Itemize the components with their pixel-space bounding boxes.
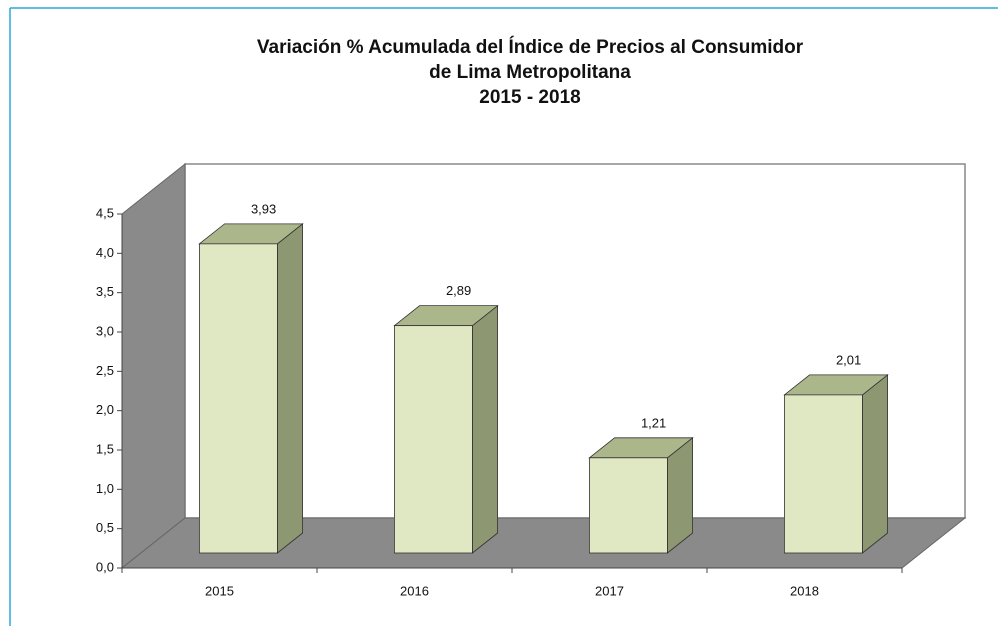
- bar-side: [862, 374, 888, 554]
- y-tick-label: 4,0: [96, 245, 114, 260]
- x-tick-label: 2015: [205, 583, 234, 598]
- bar-side: [276, 223, 304, 554]
- y-tick-label: 2,0: [96, 402, 114, 417]
- y-tick-label: 4,5: [96, 205, 114, 220]
- bar: [198, 243, 278, 554]
- x-tick-label: 2017: [595, 583, 624, 598]
- y-tick-label: 2,5: [96, 363, 114, 378]
- chart-title: 2015 - 2018: [479, 87, 580, 108]
- y-tick-label: 1,5: [96, 441, 114, 456]
- bar-side: [471, 304, 499, 554]
- y-tick-label: 0,5: [96, 520, 114, 535]
- x-tick-label: 2016: [400, 583, 429, 598]
- bar: [393, 325, 473, 554]
- value-label: 2,01: [836, 352, 861, 367]
- chart-title: Variación % Acumulada del Índice de Prec…: [257, 36, 804, 58]
- value-label: 2,89: [446, 283, 471, 298]
- bar: [784, 394, 863, 554]
- y-tick-label: 0,0: [96, 559, 114, 574]
- y-tick-label: 3,5: [96, 284, 114, 299]
- side-wall: [121, 162, 186, 570]
- value-label: 3,93: [251, 201, 276, 216]
- x-tick-label: 2018: [790, 583, 819, 598]
- chart-title: de Lima Metropolitana: [429, 62, 631, 83]
- y-tick-label: 1,0: [96, 481, 114, 496]
- bar: [589, 457, 668, 554]
- y-tick-label: 3,0: [96, 323, 114, 338]
- value-label: 1,21: [641, 415, 666, 430]
